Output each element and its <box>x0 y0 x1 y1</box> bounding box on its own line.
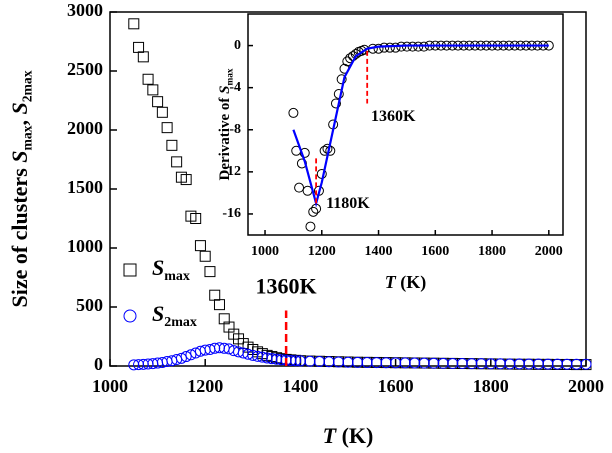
circle-marker <box>384 42 395 53</box>
x-tick-label: 2000 <box>568 376 604 396</box>
x-axis-label: T (K) <box>323 423 374 448</box>
circle-marker <box>305 221 316 232</box>
square-marker <box>156 106 168 118</box>
square-marker <box>199 250 211 262</box>
legend-sub: max <box>164 269 190 284</box>
circle-marker <box>390 42 401 53</box>
square-marker <box>137 51 149 63</box>
label-part: S <box>7 102 32 114</box>
y-tick-label: 0 <box>94 354 103 374</box>
y-tick-label: 2000 <box>67 118 103 138</box>
y-tick-label: -16 <box>222 206 241 221</box>
y-tick-label: 1000 <box>67 236 103 256</box>
square-marker <box>161 122 173 134</box>
label-part: Derivative of <box>217 94 233 181</box>
x-tick-label: 1200 <box>187 376 223 396</box>
square-marker <box>190 213 202 224</box>
label-part: S <box>7 150 32 162</box>
x-tick-label: 2000 <box>535 244 563 259</box>
fit-line <box>292 44 549 208</box>
circle-marker <box>330 98 341 109</box>
y-tick-label: -12 <box>222 164 241 179</box>
circle-marker <box>308 206 319 217</box>
label-part: (K) <box>336 423 373 448</box>
label-part: 2max <box>20 70 35 102</box>
y-tick-label: -8 <box>229 122 241 137</box>
x-tick-label: 1800 <box>473 376 509 396</box>
y-tick-label: 500 <box>76 295 103 315</box>
circle-marker <box>299 147 310 158</box>
circle-marker <box>288 107 299 118</box>
square-marker <box>142 73 154 85</box>
x-tick-label: 1400 <box>365 244 393 259</box>
square-marker <box>147 84 159 96</box>
circle-marker <box>580 358 592 370</box>
square-marker <box>213 299 225 311</box>
square-marker <box>204 266 216 278</box>
label-part: , <box>7 115 32 126</box>
x-tick-label: 1000 <box>251 244 279 259</box>
marker-label: 1180K <box>326 195 370 212</box>
circle-marker <box>294 182 305 193</box>
legend-label: Smax <box>152 255 190 284</box>
y-tick-label: 3000 <box>67 0 103 20</box>
x-tick-label: 1600 <box>421 244 449 259</box>
square-marker <box>180 174 192 186</box>
circle-marker <box>175 352 187 364</box>
x-tick-label: 1200 <box>308 244 336 259</box>
square-marker <box>171 156 183 168</box>
marker-label: 1360K <box>371 108 416 125</box>
label-part: (K) <box>396 272 427 293</box>
label-part: Size of clusters <box>7 163 32 308</box>
square-marker <box>194 240 206 252</box>
legend-marker <box>123 263 137 277</box>
square-marker <box>166 139 178 151</box>
label-part: T <box>323 423 338 448</box>
x-tick-label: 1400 <box>282 376 318 396</box>
square-marker <box>152 96 164 108</box>
y-tick-label: 0 <box>234 38 241 53</box>
circle-marker <box>290 355 302 367</box>
y-tick-label: -4 <box>229 80 241 95</box>
label-part: max <box>20 125 35 150</box>
legend-name: S <box>152 301 164 326</box>
x-tick-label: 1000 <box>92 376 128 396</box>
y-tick-label: 1500 <box>67 177 103 197</box>
circle-marker <box>336 74 347 85</box>
label-part: S <box>217 86 233 94</box>
label-part: T <box>385 272 397 292</box>
circle-marker <box>180 351 192 363</box>
y-tick-label: 2500 <box>67 59 103 79</box>
circle-marker <box>373 43 384 54</box>
x-tick-label: 1800 <box>478 244 506 259</box>
x-axis-label: T (K) <box>385 272 427 293</box>
y-axis-label: Size of clusters Smax, S2max <box>7 70 35 307</box>
legend-marker <box>123 309 137 323</box>
marker-label: 1360K <box>256 274 317 299</box>
label-part: max <box>226 68 236 85</box>
x-tick-label: 1600 <box>378 376 414 396</box>
square-marker <box>128 18 140 30</box>
circle-marker <box>185 349 197 361</box>
legend-name: S <box>152 255 164 280</box>
y-axis-label: Derivative of Smax <box>217 68 235 180</box>
legend-sub: 2max <box>164 315 197 330</box>
legend-label: S2max <box>152 301 197 330</box>
